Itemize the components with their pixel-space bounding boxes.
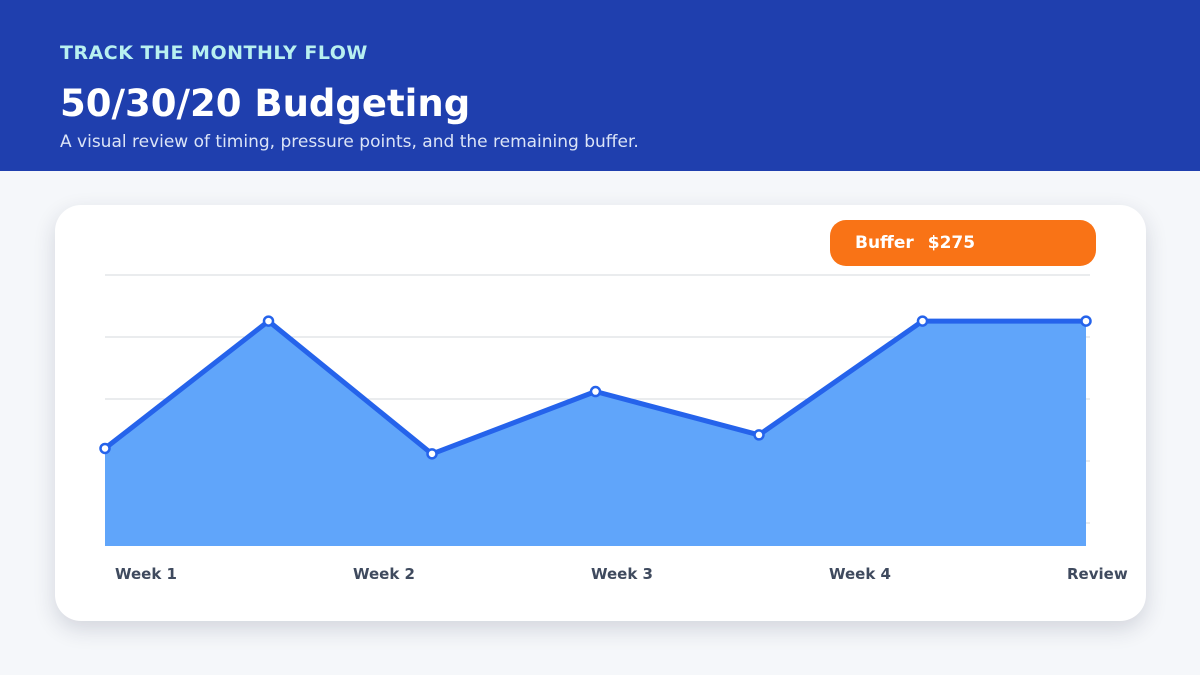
area-fill xyxy=(105,321,1086,546)
page-title: 50/30/20 Budgeting xyxy=(60,82,471,125)
x-axis-labels: Week 1 Week 2 Week 3 Week 4 Review xyxy=(115,565,1128,583)
data-point-3 xyxy=(426,448,438,460)
data-point-1 xyxy=(99,442,111,455)
buffer-badge: Buffer $275 xyxy=(830,220,1096,266)
x-tick-label: Review xyxy=(1067,565,1128,583)
x-tick-label: Week 1 xyxy=(115,565,177,583)
page-subtitle: A visual review of timing, pressure poin… xyxy=(60,132,639,152)
buffer-value: $275 xyxy=(927,233,976,253)
header-banner: TRACK THE MONTHLY FLOW 50/30/20 Budgetin… xyxy=(0,0,1200,171)
x-tick-label: Week 2 xyxy=(353,565,415,583)
buffer-label: Buffer xyxy=(855,233,914,253)
data-point-2 xyxy=(262,315,275,327)
data-points xyxy=(99,315,1092,460)
data-point-7 xyxy=(1080,315,1092,327)
data-point-6 xyxy=(916,315,929,327)
data-point-5 xyxy=(753,429,765,441)
data-point-4 xyxy=(589,385,602,398)
x-tick-label: Week 3 xyxy=(591,565,653,583)
eyebrow-text: TRACK THE MONTHLY FLOW xyxy=(60,42,368,64)
x-tick-label: Week 4 xyxy=(829,565,891,583)
